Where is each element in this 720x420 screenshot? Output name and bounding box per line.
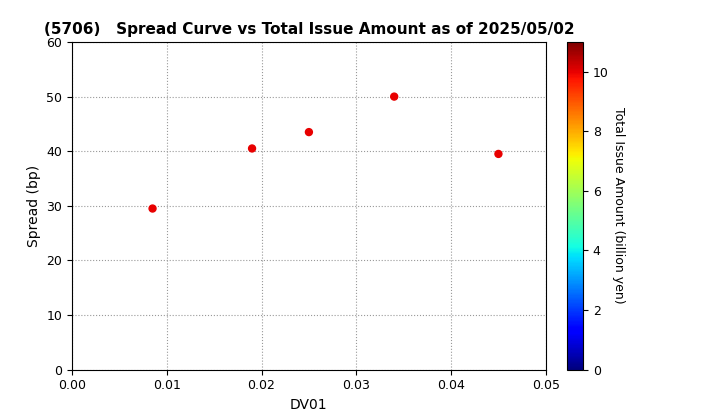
Point [492,150,504,157]
X-axis label: DV01: DV01 [290,398,328,412]
Point [246,145,258,152]
Point [147,205,158,212]
Point [303,129,315,135]
Y-axis label: Total Issue Amount (billion yen): Total Issue Amount (billion yen) [612,108,625,304]
Y-axis label: Spread (bp): Spread (bp) [27,165,41,247]
Title: (5706)   Spread Curve vs Total Issue Amount as of 2025/05/02: (5706) Spread Curve vs Total Issue Amoun… [44,22,575,37]
Point [388,93,400,100]
